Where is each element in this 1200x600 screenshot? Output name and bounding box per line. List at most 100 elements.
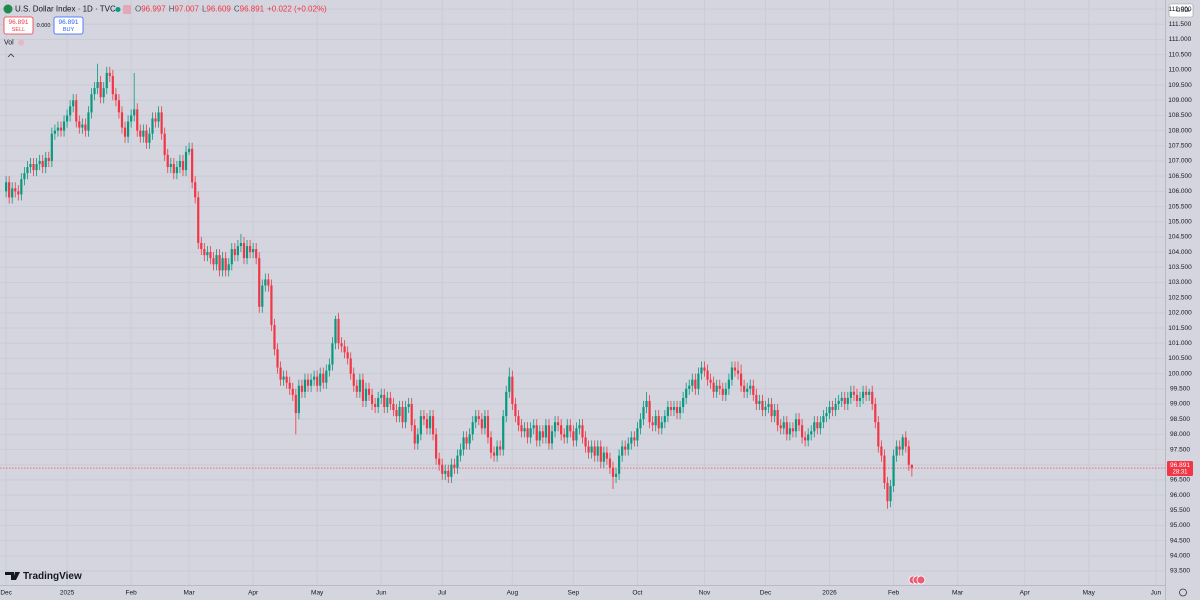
candle-body <box>743 385 746 392</box>
candle-body <box>334 318 337 344</box>
x-tick-label: May <box>1083 590 1096 597</box>
candle-body <box>874 403 877 423</box>
currency-box[interactable] <box>1168 3 1194 18</box>
candle-body <box>572 431 575 441</box>
candle-body <box>666 407 669 417</box>
volume-icon[interactable] <box>18 39 24 46</box>
candle-body <box>642 407 645 420</box>
candle-body <box>739 373 743 386</box>
candle-body <box>901 437 904 450</box>
candles <box>4 63 913 509</box>
y-tick-label: 101.500 <box>1168 325 1192 332</box>
ohlc-value: 96.997 <box>141 5 166 14</box>
buy-button[interactable]: 96.891 BUY <box>53 16 84 35</box>
candle-body <box>355 385 358 392</box>
candle-body <box>227 264 230 271</box>
candle-body <box>502 416 505 450</box>
candle-body <box>560 425 563 435</box>
y-tick-label: 96.500 <box>1170 477 1190 484</box>
y-tick-label: 104.000 <box>1168 249 1192 256</box>
candle-body <box>419 416 422 435</box>
y-tick-label: 107.500 <box>1168 143 1192 150</box>
candle-body <box>752 385 755 395</box>
candle-body <box>596 446 599 456</box>
candle-body <box>431 416 435 435</box>
candle-body <box>868 391 871 395</box>
candle-body <box>825 413 828 417</box>
candle-body <box>831 407 834 411</box>
candle-body <box>724 388 727 395</box>
candle-body <box>309 379 313 386</box>
candle-body <box>657 416 660 429</box>
candle-body <box>233 249 236 256</box>
candle-body <box>370 394 374 404</box>
candle-body <box>880 446 883 456</box>
candle-body <box>44 157 47 168</box>
candle-body <box>584 437 587 447</box>
event-marker[interactable] <box>916 575 926 585</box>
collapse-icon[interactable] <box>7 53 15 58</box>
candle-body <box>398 407 401 417</box>
buy-label[interactable]: BUY <box>63 27 75 33</box>
x-tick-label: Apr <box>248 590 259 597</box>
candle-body <box>178 160 182 168</box>
candle-body <box>633 437 636 441</box>
x-tick-label: Dec <box>0 590 12 597</box>
candle-body <box>374 403 377 408</box>
candle-body <box>264 279 267 286</box>
candle-body <box>331 343 334 365</box>
countdown: 28:31 <box>1172 470 1188 476</box>
x-tick-label: Mar <box>952 590 964 597</box>
candle-body <box>273 325 276 350</box>
sell-box[interactable] <box>3 16 34 35</box>
buy-price[interactable]: 96.891 <box>59 19 79 26</box>
x-tick-label: Mar <box>183 590 195 597</box>
candle-body <box>660 422 663 429</box>
candle-body <box>108 72 111 76</box>
candle-body <box>105 72 108 89</box>
candle-body <box>621 446 624 456</box>
candle-body <box>65 115 69 122</box>
candle-body <box>191 148 194 183</box>
x-tick-label: Jul <box>438 590 447 597</box>
candle-body <box>87 112 90 131</box>
candle-body <box>160 112 163 134</box>
y-tick-label: 103.000 <box>1168 279 1192 286</box>
settings-icon[interactable] <box>1179 588 1187 597</box>
candle-body <box>361 379 365 401</box>
candle-body <box>804 437 807 441</box>
sell-price[interactable]: 96.891 <box>9 19 29 26</box>
candle-body <box>102 88 105 98</box>
y-tick-label: 99.000 <box>1170 401 1190 408</box>
candle-body <box>294 394 297 414</box>
sell-label[interactable]: SELL <box>12 27 25 33</box>
candle-body <box>4 182 8 192</box>
spread: 0.000 <box>37 23 51 29</box>
candle-body <box>41 160 44 168</box>
candle-body <box>489 437 493 453</box>
candle-body <box>288 382 291 389</box>
candle-body <box>395 410 398 417</box>
last-price-box <box>1167 461 1193 477</box>
y-tick-label: 105.000 <box>1168 218 1192 225</box>
candle-body <box>8 182 11 198</box>
candle-body <box>791 428 795 432</box>
currency[interactable]: USD <box>1176 8 1189 14</box>
y-tick-label: 95.000 <box>1170 522 1190 529</box>
y-tick-label: 105.500 <box>1168 203 1192 210</box>
candle-body <box>819 422 822 429</box>
ohlc-prefix: L <box>202 5 207 14</box>
candle-body <box>194 182 197 198</box>
sell-button[interactable]: 96.891 SELL <box>3 16 34 35</box>
candle-body <box>337 318 340 344</box>
candle-body <box>282 376 285 380</box>
candle-body <box>544 425 548 438</box>
candle-body <box>270 285 273 325</box>
candle-body <box>865 391 868 395</box>
candle-body <box>56 127 60 131</box>
volume-label[interactable]: Vol <box>4 39 14 46</box>
y-tick-label: 106.500 <box>1168 173 1192 180</box>
buy-box[interactable] <box>53 16 84 35</box>
candle-body <box>663 416 666 423</box>
candle-body <box>529 428 532 438</box>
